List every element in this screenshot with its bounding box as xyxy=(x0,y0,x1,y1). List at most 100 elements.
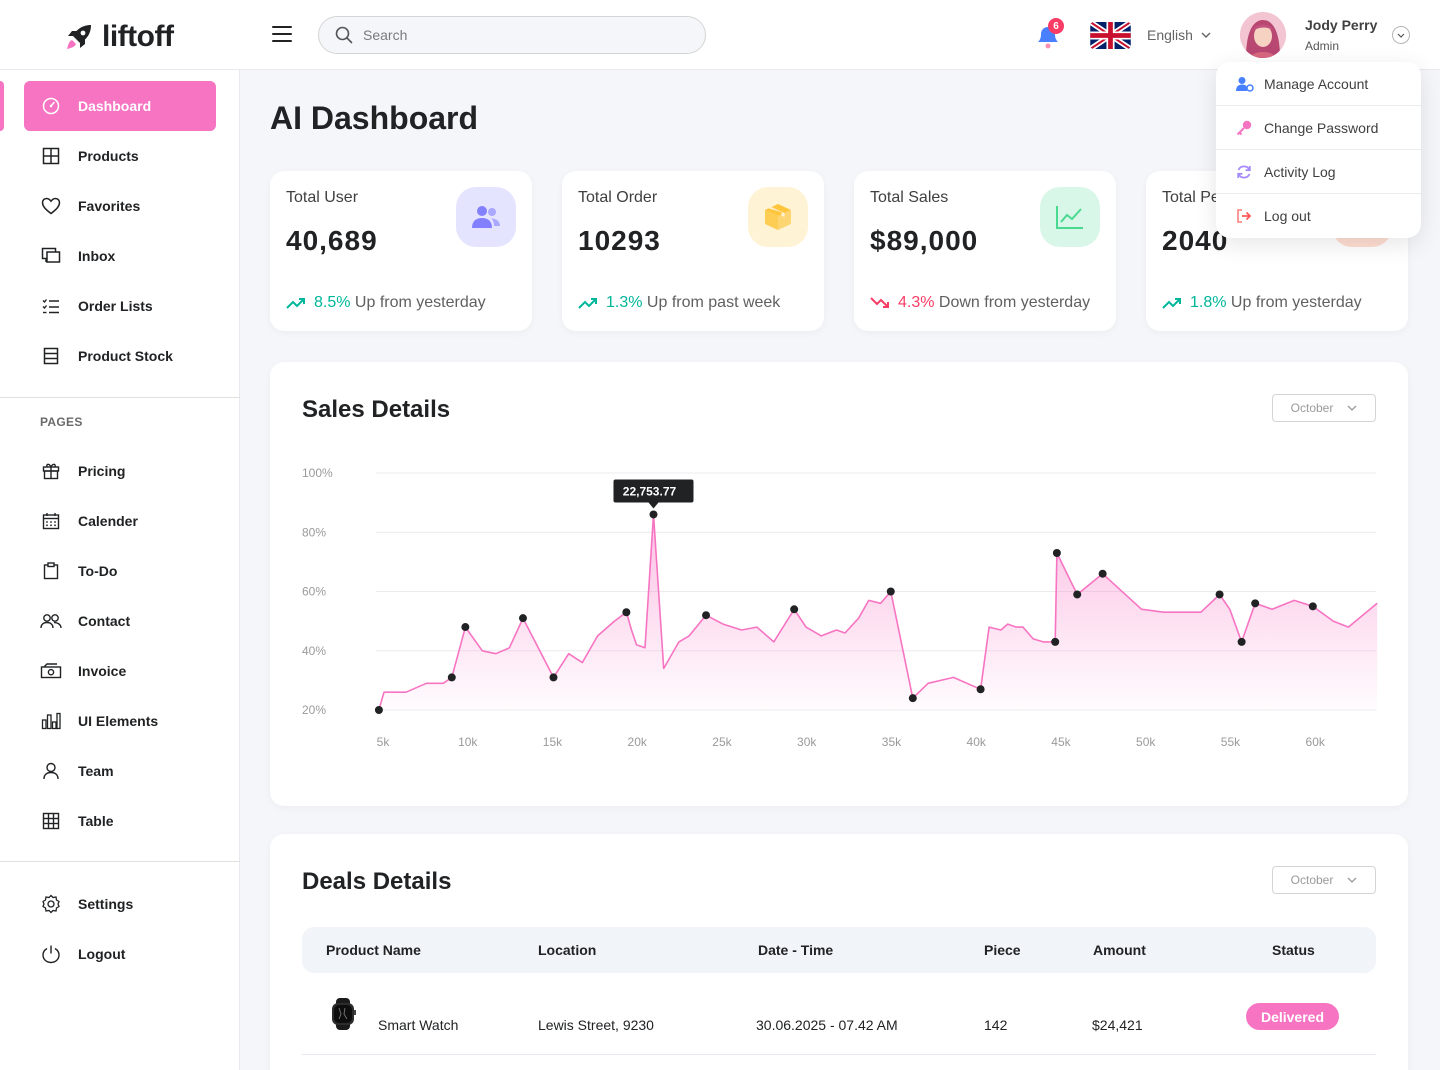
user-name: Jody Perry xyxy=(1305,17,1378,33)
status-badge: Delivered xyxy=(1246,1003,1339,1030)
column-header[interactable]: Amount xyxy=(1093,942,1146,958)
data-point xyxy=(1308,602,1317,611)
sidebar-item-order-lists[interactable]: Order Lists xyxy=(24,281,216,331)
divider xyxy=(302,1054,1376,1055)
sidebar-item-contact[interactable]: Contact xyxy=(24,596,216,646)
gift-icon xyxy=(40,460,62,482)
sidebar-item-inbox[interactable]: Inbox xyxy=(24,231,216,281)
sidebar-item-product-stock[interactable]: Product Stock xyxy=(24,331,216,381)
contacts-icon xyxy=(40,610,62,632)
sidebar-item-label: Calender xyxy=(78,513,138,529)
sidebar-item-label: Order Lists xyxy=(78,298,153,314)
x-tick-label: 40k xyxy=(967,735,987,749)
menu-toggle-button[interactable] xyxy=(272,26,292,44)
deals-month-select[interactable]: October xyxy=(1272,866,1376,894)
sidebar-item-label: Pricing xyxy=(78,463,126,479)
trend-percent: 1.8% xyxy=(1190,294,1227,311)
column-header[interactable]: Status xyxy=(1272,942,1315,958)
data-point xyxy=(790,605,799,614)
sales-month-select[interactable]: October xyxy=(1272,394,1376,422)
sidebar: Dashboard Products Favorites Inbox Order… xyxy=(0,70,240,1070)
search-input[interactable] xyxy=(363,27,663,43)
uk-flag-icon[interactable] xyxy=(1090,22,1131,49)
line-chart-icon xyxy=(1040,187,1100,247)
data-point xyxy=(1215,590,1224,599)
column-header[interactable]: Product Name xyxy=(326,942,421,958)
stat-label: Total Order xyxy=(578,189,658,206)
sidebar-item-team[interactable]: Team xyxy=(24,746,216,796)
user-menu-toggle[interactable] xyxy=(1392,26,1410,44)
tooltip-box xyxy=(613,479,694,503)
trend-percent: 1.3% xyxy=(606,294,643,311)
menu-item-label: Log out xyxy=(1264,208,1311,224)
sidebar-item-label: Product Stock xyxy=(78,348,173,364)
invoice-icon xyxy=(40,660,62,682)
column-header[interactable]: Piece xyxy=(984,942,1021,958)
sidebar-item-to-do[interactable]: To-Do xyxy=(24,546,216,596)
sidebar-item-favorites[interactable]: Favorites xyxy=(24,181,216,231)
date-time: 30.06.2025 - 07.42 AM xyxy=(756,1017,898,1033)
location: Lewis Street, 9230 xyxy=(538,1017,654,1033)
notifications-button[interactable]: 6 xyxy=(1034,18,1064,50)
sidebar-item-label: To-Do xyxy=(78,563,118,579)
x-tick-label: 45k xyxy=(1051,735,1071,749)
sidebar-item-label: Table xyxy=(78,813,114,829)
x-tick-label: 25k xyxy=(712,735,732,749)
x-tick-label: 30k xyxy=(797,735,817,749)
menu-item-label: Activity Log xyxy=(1264,164,1336,180)
column-header[interactable]: Location xyxy=(538,942,597,958)
logout-icon xyxy=(1236,208,1254,224)
divider xyxy=(0,861,240,862)
sidebar-item-settings[interactable]: Settings xyxy=(24,879,216,929)
sidebar-item-label: Invoice xyxy=(78,663,127,679)
menu-item-change-password[interactable]: Change Password xyxy=(1216,106,1421,150)
stat-trend: 4.3% Down from yesterday xyxy=(870,294,1090,312)
trend-up-icon xyxy=(286,298,305,309)
sidebar-item-products[interactable]: Products xyxy=(24,131,216,181)
divider xyxy=(1216,149,1421,150)
trend-text: Up from yesterday xyxy=(1230,294,1362,311)
sidebar-item-logout[interactable]: Logout xyxy=(24,929,216,979)
language-selector[interactable]: English xyxy=(1147,27,1211,43)
menu-item-manage-account[interactable]: Manage Account xyxy=(1216,62,1421,106)
divider xyxy=(0,397,240,398)
sidebar-item-label: Team xyxy=(78,763,114,779)
sidebar-item-pricing[interactable]: Pricing xyxy=(24,446,216,496)
y-tick-label: 20% xyxy=(302,703,326,717)
logo[interactable]: liftoff xyxy=(64,20,174,54)
trend-percent: 8.5% xyxy=(314,294,351,311)
data-point xyxy=(908,694,917,703)
stat-card-total-sales: Total Sales $89,000 4.3% Down from yeste… xyxy=(854,171,1116,331)
divider xyxy=(1216,193,1421,194)
column-header[interactable]: Date - Time xyxy=(758,942,834,958)
menu-item-label: Change Password xyxy=(1264,120,1379,136)
smartwatch-icon xyxy=(332,998,356,1030)
tooltip-label: 22,753.77 xyxy=(623,484,677,498)
user-dropdown-menu: Manage Account Change Password Activity … xyxy=(1216,62,1421,238)
user-role: Admin xyxy=(1305,39,1340,53)
search-bar[interactable] xyxy=(318,16,706,54)
x-tick-label: 15k xyxy=(543,735,563,749)
stat-trend: 1.3% Up from past week xyxy=(578,294,780,312)
menu-item-log-out[interactable]: Log out xyxy=(1216,194,1421,238)
refresh-icon xyxy=(1236,164,1254,180)
menu-item-activity-log[interactable]: Activity Log xyxy=(1216,150,1421,194)
sidebar-item-calender[interactable]: Calender xyxy=(24,496,216,546)
stat-label: Total Sales xyxy=(870,189,949,206)
sidebar-item-ui-elements[interactable]: UI Elements xyxy=(24,696,216,746)
sidebar-item-label: Products xyxy=(78,148,139,164)
piece: 142 xyxy=(984,1017,1008,1033)
sidebar-item-dashboard[interactable]: Dashboard xyxy=(24,81,216,131)
stat-value: 10293 xyxy=(578,225,661,256)
month-value: October xyxy=(1290,401,1334,415)
dashboard-icon xyxy=(40,95,62,117)
sidebar-item-table[interactable]: Table xyxy=(24,796,216,846)
trend-down-icon xyxy=(870,297,889,308)
stat-label: Total User xyxy=(286,189,359,206)
y-tick-label: 40% xyxy=(302,644,326,658)
chevron-down-icon xyxy=(1397,33,1405,38)
rocket-icon xyxy=(67,25,91,49)
sidebar-item-invoice[interactable]: Invoice xyxy=(24,646,216,696)
avatar[interactable] xyxy=(1240,12,1286,58)
y-tick-label: 100% xyxy=(302,466,333,480)
